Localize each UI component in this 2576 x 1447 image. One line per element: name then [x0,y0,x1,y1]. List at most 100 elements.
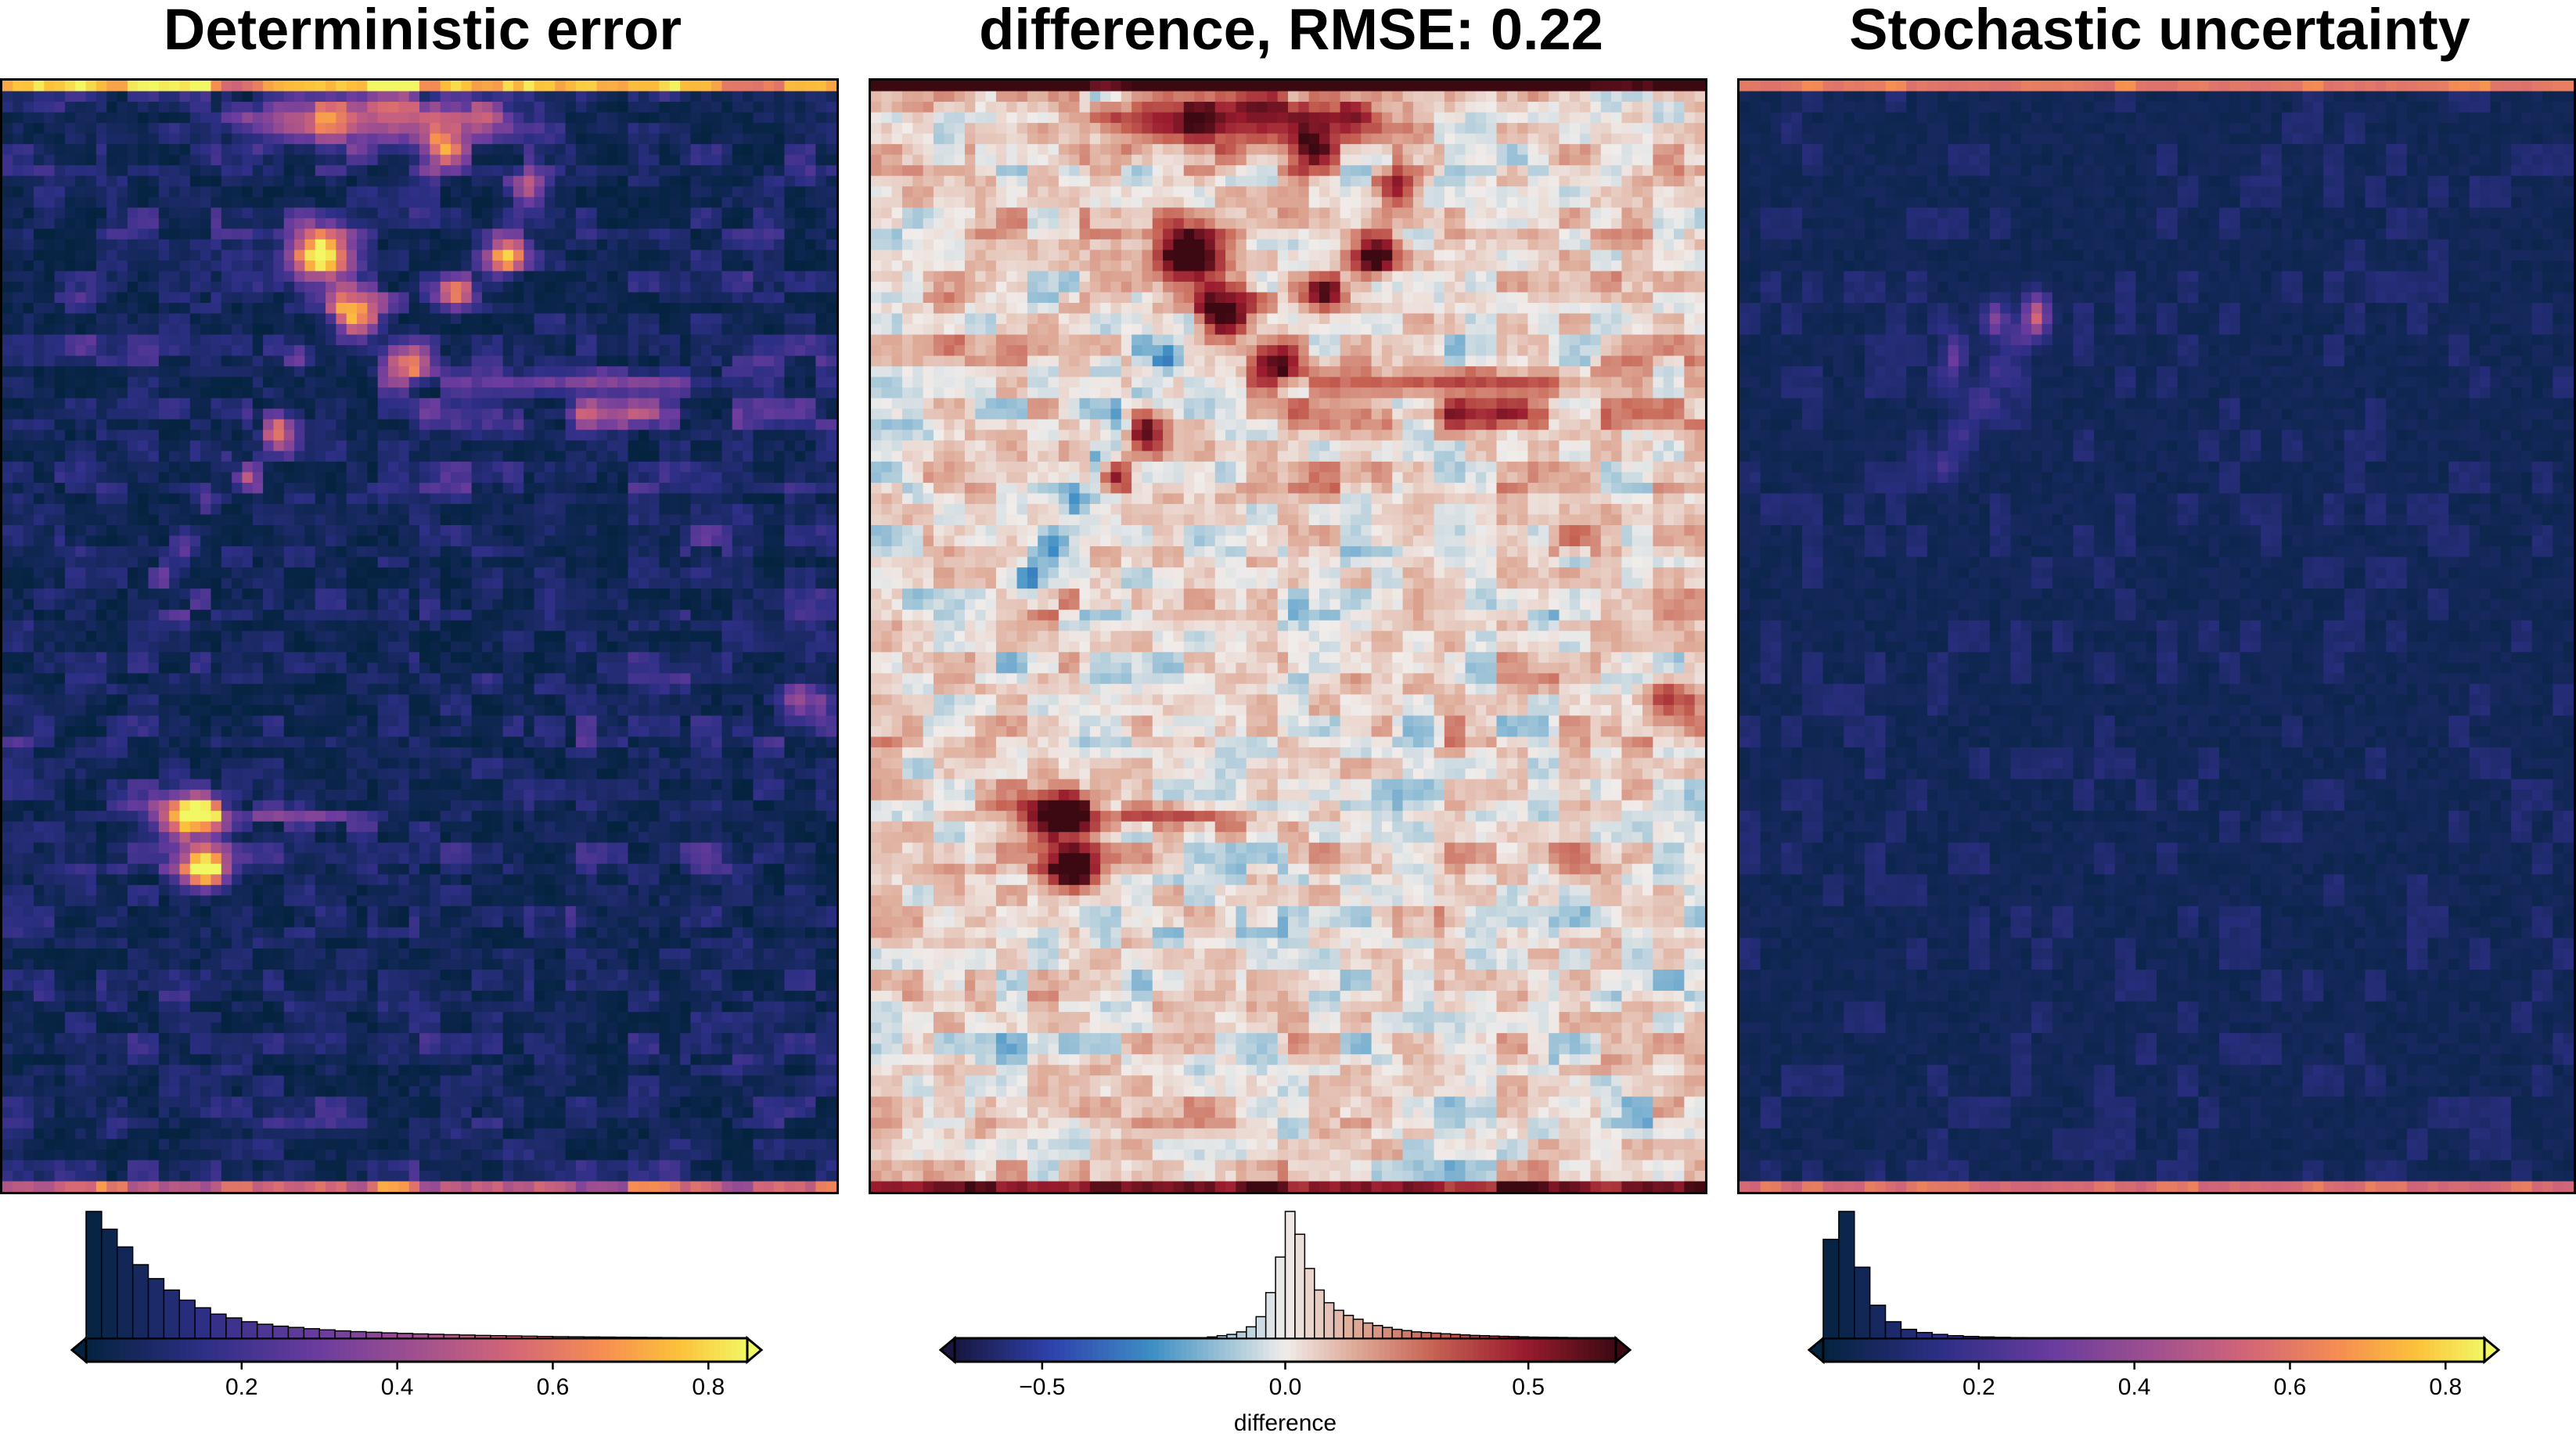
heatmap-cell [711,683,722,695]
heatmap-cell [54,334,66,346]
heatmap-cell [33,398,45,409]
heatmap-cell [75,281,87,293]
heatmap-cell [148,112,160,124]
heatmap-cell [805,144,816,156]
heatmap-cell [700,91,712,103]
heatmap-cell [117,366,128,378]
heatmap-cell [649,715,660,727]
heatmap-cell [669,144,681,156]
heatmap-cell [221,165,232,177]
heatmap-cell [221,546,232,558]
heatmap-cell [784,175,796,187]
heatmap-cell [23,430,34,441]
heatmap-cell [2,725,13,738]
heatmap-cell [408,218,420,229]
heatmap-cell [221,175,232,187]
heatmap-cell [523,683,535,695]
heatmap-cell [75,620,87,632]
heatmap-cell [575,535,587,547]
heatmap-cell [326,133,336,145]
heatmap-cell [763,144,775,156]
heatmap-cell [586,589,598,600]
heatmap-cell [586,493,598,505]
heatmap-cell [408,250,420,261]
heatmap-cell [700,186,712,198]
heatmap-cell [794,250,806,261]
heatmap-cell [586,175,598,187]
heatmap-cell [95,493,107,505]
heatmap-cell [523,578,535,589]
heatmap-cell [263,91,274,103]
heatmap-cell [534,91,545,103]
heatmap-cell [628,313,639,325]
heatmap-cell [680,525,691,537]
heatmap-cell [106,112,118,124]
heatmap-cell [753,398,765,409]
heatmap-cell [95,503,107,516]
heatmap-cell [481,472,493,484]
heatmap-cell [659,652,671,664]
heatmap-cell [794,662,806,674]
heatmap-cell [481,430,493,441]
heatmap-cell [721,641,733,653]
heatmap-cell [565,303,577,315]
heatmap-cell [221,398,232,409]
heatmap-cell [252,567,264,579]
heatmap-cell [743,620,754,632]
heatmap-cell [638,102,649,113]
heatmap-cell [794,229,806,240]
heatmap-cell [200,631,212,643]
heatmap-cell [179,694,191,706]
heatmap-cell [461,451,473,463]
heatmap-cell [148,631,160,643]
heatmap-cell [252,250,264,261]
heatmap-cell [481,154,493,166]
heatmap-cell [33,133,45,145]
heatmap-cell [138,451,149,463]
heatmap-cell [64,112,76,124]
heatmap-cell [148,673,160,685]
heatmap-cell [54,91,66,103]
heatmap-cell [252,589,264,600]
heatmap-cell [732,578,743,589]
heatmap-cell [471,514,483,526]
heatmap-cell [669,324,681,336]
heatmap-cell [794,694,806,706]
heatmap-cell [315,271,326,283]
heatmap-cell [638,355,649,367]
heatmap-cell [700,503,712,516]
heatmap-cell [33,461,45,473]
heatmap-cell [106,218,118,229]
heatmap-cell [252,631,264,643]
heatmap-cell [189,102,201,113]
heatmap-cell [440,503,452,516]
heatmap-cell [117,715,128,727]
heatmap-cell [252,218,264,229]
heatmap-cell [210,81,222,92]
heatmap-cell [189,250,201,261]
heatmap-cell [555,112,567,124]
heatmap-cell [64,620,76,632]
heatmap-cell [242,102,254,113]
heatmap-cell [805,313,816,325]
heatmap-cell [158,102,170,113]
heatmap-cell [649,207,660,219]
heatmap-cell [179,281,191,293]
heatmap-cell [461,355,473,367]
heatmap-cell [95,567,107,579]
heatmap-cell [283,229,295,240]
heatmap-cell [450,430,462,441]
heatmap-cell [513,546,524,558]
heatmap-cell [617,620,629,632]
heatmap-cell [408,102,420,113]
heatmap-cell [481,81,493,92]
heatmap-cell [586,514,598,526]
heatmap-cell [481,175,493,187]
heatmap-cell [95,525,107,537]
heatmap-cell [450,133,462,145]
heatmap-cell [440,355,452,367]
heatmap-cell [148,599,160,610]
heatmap-cell [606,355,618,367]
heatmap-cell [461,398,473,409]
heatmap-cell [117,250,128,261]
